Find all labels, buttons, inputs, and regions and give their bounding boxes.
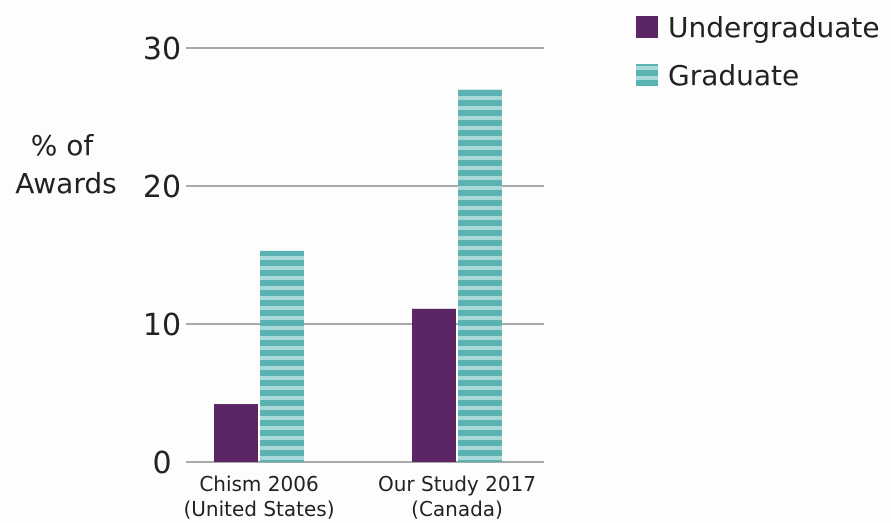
x-axis-categories: Chism 2006(United States) Our Study 2017(… [183,472,536,521]
y-axis-label-line-2: Awards [15,167,116,200]
legend-label-graduate: Graduate [668,59,799,92]
bars [214,89,502,463]
legend-label-undergraduate: Undergraduate [668,11,880,44]
y-tick-label: 30 [143,32,181,67]
bar-graduate-2 [458,89,502,463]
y-tick-label: 10 [143,308,181,343]
x-category-label: (United States) [183,497,334,521]
bar-undergraduate-1 [214,404,258,462]
bar-undergraduate-2 [412,308,456,462]
y-tick-label: 0 [152,446,171,481]
x-category-label: (Canada) [411,497,503,521]
y-axis-label: % of Awards [15,129,116,200]
legend: Undergraduate Graduate [636,11,880,92]
x-category-label: Chism 2006 [199,472,318,496]
legend-swatch-graduate [636,64,658,86]
y-axis-ticks: 0 10 20 30 [143,32,181,481]
y-axis-label-line-1: % of [31,129,95,162]
x-category-label: Our Study 2017 [378,472,536,496]
y-tick-label: 20 [143,170,181,205]
legend-swatch-undergraduate [636,16,658,38]
bar-graduate-1 [260,250,304,462]
